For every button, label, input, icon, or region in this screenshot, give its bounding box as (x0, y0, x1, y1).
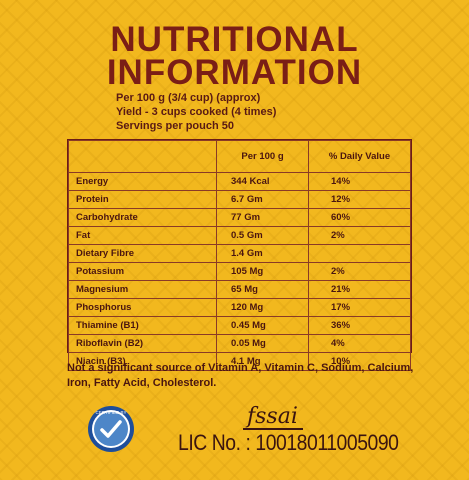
nutrition-table: Per 100 g % Daily Value Energy 344 Kcal 14… (67, 139, 412, 371)
table-row: Fat 0.5 Gm 2% (68, 226, 411, 245)
nutrient-value: 1.4 Gm (216, 244, 309, 263)
nutrient-value: 0.05 Mg (216, 334, 309, 353)
table-row: Potassium 105 Mg 2% (68, 262, 411, 281)
table-row: Niacin (B3) 4.1 Mg 10% (68, 352, 411, 371)
nutrient-value: 344 Kcal (216, 172, 309, 191)
table-header-row: Per 100 g % Daily Value (68, 140, 411, 173)
license-number: LIC No. : 10018011005090 (178, 430, 399, 455)
nutrient-name: Protein (68, 190, 217, 209)
daily-value (308, 244, 411, 263)
header-per-100g: Per 100 g (216, 140, 309, 173)
nutrient-value: 0.45 Mg (216, 316, 309, 335)
table-row: Riboflavin (B2) 0.05 Mg 4% (68, 334, 411, 353)
yield-info: Yield - 3 cups cooked (4 times) (116, 106, 277, 118)
nutrient-value: 6.7 Gm (216, 190, 309, 209)
nutrient-name: Dietary Fibre (68, 244, 217, 263)
nutrient-name: Thiamine (B1) (68, 316, 217, 335)
nutrient-value: 77 Gm (216, 208, 309, 227)
table-row: Thiamine (B1) 0.45 Mg 36% (68, 316, 411, 335)
table-row: Magnesium 65 Mg 21% (68, 280, 411, 299)
disclaimer-note: Not a significant source of Vitamin A, V… (67, 362, 414, 389)
table-row: Energy 344 Kcal 14% (68, 172, 411, 191)
certification-seal-icon: CERTIFIED BY (87, 405, 135, 453)
daily-value: 2% (308, 226, 411, 245)
nutrient-name: Magnesium (68, 280, 217, 299)
nutrient-value: 105 Mg (216, 262, 309, 281)
table-row: Carbohydrate 77 Gm 60% (68, 208, 411, 227)
serving-size: Per 100 g (3/4 cup) (approx) (116, 92, 261, 104)
daily-value: 60% (308, 208, 411, 227)
nutrient-name: Riboflavin (B2) (68, 334, 217, 353)
daily-value: 21% (308, 280, 411, 299)
nutrient-name: Energy (68, 172, 217, 191)
daily-value: 12% (308, 190, 411, 209)
daily-value: 17% (308, 298, 411, 317)
nutrient-value: 120 Mg (216, 298, 309, 317)
nutrient-name: Potassium (68, 262, 217, 281)
fssai-underline (243, 428, 303, 430)
servings-per-pouch: Servings per pouch 50 (116, 120, 234, 132)
header-daily-value: % Daily Value (308, 140, 411, 173)
table-row: Phosphorus 120 Mg 17% (68, 298, 411, 317)
title-line-2: INFORMATION (106, 53, 363, 92)
fssai-logo: fssai (247, 404, 298, 429)
daily-value: 14% (308, 172, 411, 191)
daily-value: 10% (308, 352, 411, 371)
nutrient-value: 65 Mg (216, 280, 309, 299)
nutrient-name: Phosphorus (68, 298, 217, 317)
table-row: Dietary Fibre 1.4 Gm (68, 244, 411, 263)
nutrient-value: 0.5 Gm (216, 226, 309, 245)
header-nutrient (68, 140, 217, 173)
cert-text: CERTIFIED BY (96, 410, 127, 415)
nutrient-name: Carbohydrate (68, 208, 217, 227)
daily-value: 2% (308, 262, 411, 281)
daily-value: 4% (308, 334, 411, 353)
nutrient-name: Niacin (B3) (68, 352, 217, 371)
table-row: Protein 6.7 Gm 12% (68, 190, 411, 209)
daily-value: 36% (308, 316, 411, 335)
nutrient-name: Fat (68, 226, 217, 245)
title-line-1: NUTRITIONAL (110, 20, 359, 59)
